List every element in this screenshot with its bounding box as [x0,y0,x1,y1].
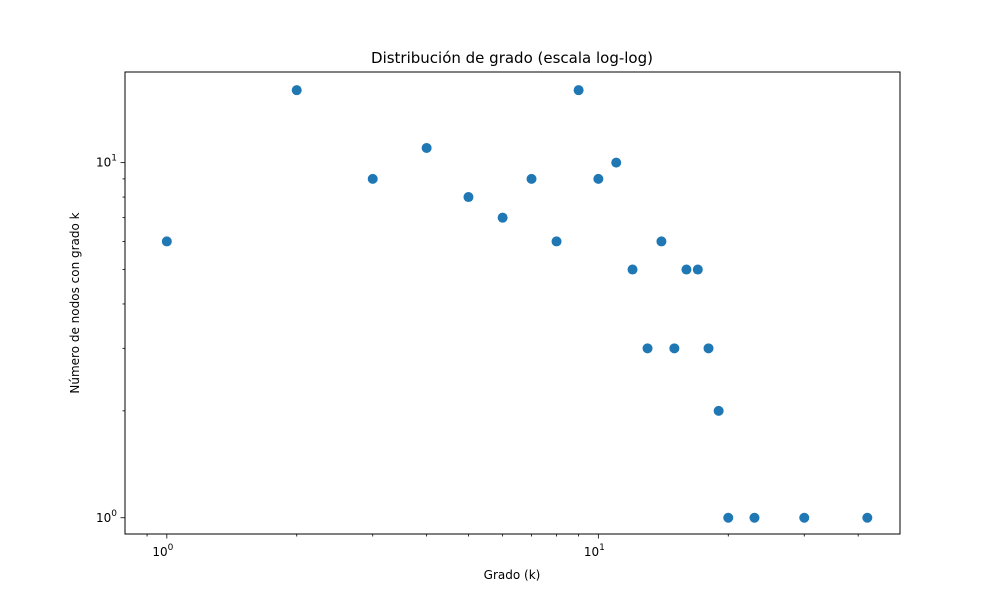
x-axis-ticks: 100 101 [146,534,859,559]
data-point [367,173,378,184]
data-point [681,264,692,275]
plot-frame [124,71,901,535]
data-point [642,343,653,354]
y-axis-ticks: 100 101 [96,154,125,525]
x-axis-label: Grado (k) [484,568,541,582]
data-point [161,236,172,247]
data-point [799,512,810,523]
data-point [749,512,760,523]
data-point [723,512,734,523]
data-point [551,236,562,247]
data-point [703,343,714,354]
data-point [862,512,873,523]
chart-title: Distribución de grado (escala log-log) [371,49,653,67]
data-point [611,157,622,168]
data-point [713,405,724,416]
data-point [692,264,703,275]
data-point [656,236,667,247]
data-point [497,212,508,223]
y-tick-label: 100 [96,509,117,525]
data-point [291,85,302,96]
y-tick-label: 101 [96,154,117,170]
data-point [463,192,474,203]
data-point [669,343,680,354]
data-point [627,264,638,275]
data-point [526,173,537,184]
data-point [421,142,432,153]
x-tick-label: 100 [152,543,173,559]
x-tick-label: 101 [584,543,605,559]
data-point [573,85,584,96]
y-axis-label: Número de nodos con grado k [68,212,82,393]
scatter-points [161,85,873,523]
data-point [593,173,604,184]
